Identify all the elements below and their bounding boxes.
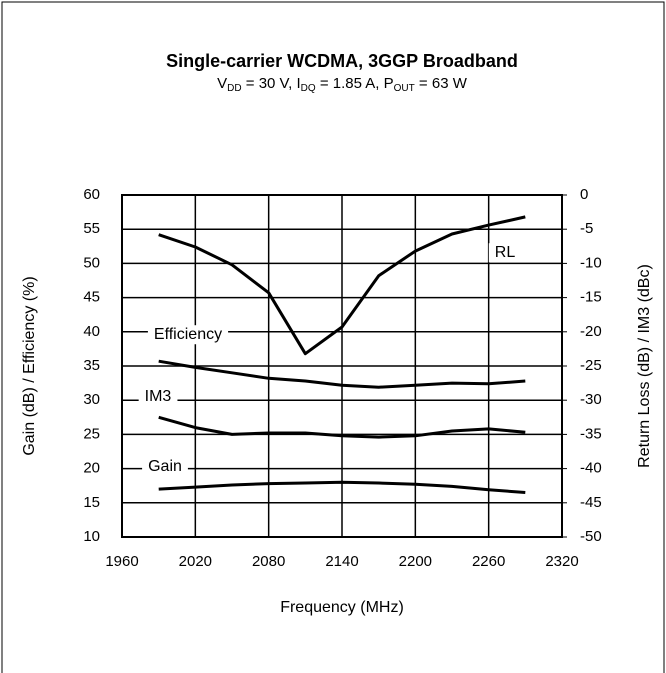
chart-title: Single-carrier WCDMA, 3GGP Broadband <box>166 51 518 71</box>
y-tick-label: 60 <box>83 186 100 203</box>
y2-tick-label: -20 <box>580 323 602 340</box>
x-tick-label: 2260 <box>472 553 505 570</box>
subtitle-part: V <box>217 75 227 92</box>
y2-tick-label: -10 <box>580 254 602 271</box>
subscript: DD <box>227 83 241 94</box>
x-tick-label: 2320 <box>545 553 578 570</box>
y-tick-label: 15 <box>83 494 100 511</box>
y-tick-label: 55 <box>83 220 100 237</box>
y-tick-label: 35 <box>83 357 100 374</box>
series-label: RL <box>495 244 516 261</box>
y2-tick-label: -5 <box>580 220 593 237</box>
y-tick-label: 40 <box>83 323 100 340</box>
series-label-bg <box>488 243 522 263</box>
y2-tick-label: -15 <box>580 289 602 306</box>
series-line <box>158 415 526 439</box>
y2-tick-label: -35 <box>580 425 602 442</box>
y2-tick-label: -30 <box>580 391 602 408</box>
series-line <box>158 359 526 389</box>
chart-subtitle: VDD = 30 V, IDQ = 1.85 A, POUT = 63 W <box>217 75 468 94</box>
series-line <box>158 480 526 494</box>
y-tick-label: 25 <box>83 425 100 442</box>
y2-tick-label: -40 <box>580 460 602 477</box>
series-label-bg <box>142 457 188 477</box>
y-tick-label: 10 <box>83 528 100 545</box>
subtitle-part: = 30 V, I <box>242 75 301 92</box>
plot-border <box>121 194 563 538</box>
y2-tick-label: -50 <box>580 528 602 545</box>
y2-tick-label: -45 <box>580 494 602 511</box>
series-label: IM3 <box>145 388 172 405</box>
series-label-bg <box>147 325 229 345</box>
x-tick-label: 2200 <box>399 553 432 570</box>
x-tick-label: 2140 <box>325 553 358 570</box>
subscript: DQ <box>301 83 316 94</box>
y2-tick-label: 0 <box>580 186 588 203</box>
y-tick-label: 45 <box>83 289 100 306</box>
x-tick-label: 2080 <box>252 553 285 570</box>
y-tick-label: 20 <box>83 460 100 477</box>
series-line <box>158 215 526 356</box>
subscript: OUT <box>394 83 415 94</box>
series-label-bg <box>138 387 178 407</box>
y-tick-label: 50 <box>83 254 100 271</box>
y2-axis-label: Return Loss (dB) / IM3 (dBc) <box>636 264 653 468</box>
x-axis-label: Frequency (MHz) <box>280 599 404 616</box>
series-label: Efficiency <box>154 326 222 343</box>
y2-tick-label: -25 <box>580 357 602 374</box>
x-tick-label: 1960 <box>105 553 138 570</box>
x-tick-label: 2020 <box>179 553 212 570</box>
y-axis-label: Gain (dB) / Efficiency (%) <box>21 276 38 455</box>
series-label: Gain <box>148 458 182 475</box>
subtitle-part: = 63 W <box>415 75 468 92</box>
subtitle-part: = 1.85 A, P <box>316 75 394 92</box>
y-tick-label: 30 <box>83 391 100 408</box>
